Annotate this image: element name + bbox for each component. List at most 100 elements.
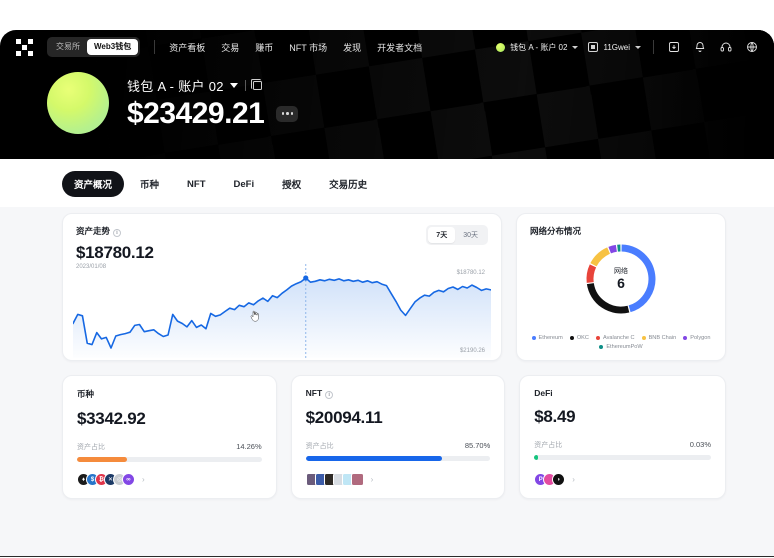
donut-center-label: 网络 xyxy=(614,268,628,276)
trend-value: $18780.12 xyxy=(76,243,154,262)
legend-item-polygon[interactable]: Polygon xyxy=(683,335,710,341)
chevron-down-icon[interactable] xyxy=(229,82,238,88)
ratio-row: 资产占比 85.70% xyxy=(306,441,491,451)
download-icon[interactable] xyxy=(666,39,682,55)
legend-label: OKC xyxy=(576,335,589,341)
asset-icons: P ◗ xyxy=(534,473,566,486)
tab-asset-overview[interactable]: 资产概况 xyxy=(62,171,125,197)
nav-link-asset-dashboard[interactable]: 资产看板 xyxy=(169,42,206,53)
nav-link-trade[interactable]: 交易 xyxy=(221,42,240,53)
tab-tokens[interactable]: 币种 xyxy=(140,180,160,191)
main-content: 资产走势 i $18780.12 2023/01/08 7天 30天 $18780… xyxy=(0,207,774,556)
legend-color-dot xyxy=(599,345,604,349)
account-avatar-dot xyxy=(496,42,506,52)
ratio-label: 资产占比 xyxy=(77,444,105,451)
more-actions-button[interactable] xyxy=(276,105,299,122)
okx-logo[interactable] xyxy=(16,38,33,56)
stat-card-value: $8.49 xyxy=(534,407,576,426)
network-donut-wrap: 网络 6 xyxy=(517,242,725,316)
product-switcher[interactable]: 交易所 Web3钱包 xyxy=(47,37,141,57)
legend-item-ethereumpow[interactable]: EthereumPoW xyxy=(599,344,643,350)
chevron-right-icon[interactable]: › xyxy=(572,475,575,484)
headset-icon[interactable] xyxy=(718,39,734,55)
ratio-bar-fill xyxy=(534,455,538,460)
stat-card-tokens: 币种 $3342.92 资产占比 14.26% ♦ $ ₿ ✕ ◎ ∞ › xyxy=(62,375,277,499)
nav-link-discover[interactable]: 发现 xyxy=(343,42,362,53)
copy-icon[interactable] xyxy=(250,78,262,90)
ratio-row: 资产占比 0.03% xyxy=(534,440,711,450)
legend-item-okc[interactable]: OKC xyxy=(569,335,589,341)
trend-line-svg xyxy=(73,264,491,358)
ratio-percent: 0.03% xyxy=(689,440,712,449)
stat-card-title: DeFi xyxy=(534,388,711,398)
tab-nft[interactable]: NFT xyxy=(187,178,206,190)
trend-card-title-text: 资产走势 xyxy=(76,226,111,236)
account-selector-chip[interactable]: 钱包 A - 账户 02 xyxy=(496,42,579,53)
asset-icons xyxy=(305,473,364,486)
info-icon[interactable]: i xyxy=(325,391,334,399)
gas-price-chip[interactable]: 11Gwei xyxy=(588,42,641,52)
legend-color-dot xyxy=(531,336,536,340)
bell-icon[interactable] xyxy=(692,39,708,55)
ratio-bar-track xyxy=(77,457,262,462)
asset-icon-strip[interactable]: P ◗ › xyxy=(534,473,575,486)
y-axis-label-max: $18780.12 xyxy=(456,270,485,276)
asset-icon-strip[interactable]: › xyxy=(305,473,374,486)
account-info: 钱包 A - 账户 02 $23429.21 xyxy=(127,76,299,131)
ratio-label: 资产占比 xyxy=(534,442,563,449)
chevron-right-icon[interactable]: › xyxy=(370,475,374,484)
product-switch-web3wallet[interactable]: Web3钱包 xyxy=(87,39,139,55)
purple-token-icon: ∞ xyxy=(122,473,135,486)
tab-approvals[interactable]: 授权 xyxy=(282,180,302,191)
range-option-7d[interactable]: 7天 xyxy=(428,227,456,243)
range-option-30d[interactable]: 30天 xyxy=(463,232,478,239)
protocol-icon-3: ◗ xyxy=(552,473,566,486)
nav-link-developer-docs[interactable]: 开发者文档 xyxy=(377,42,423,53)
nav-divider-right xyxy=(653,40,654,54)
legend-item-bnb-chain[interactable]: BNB Chain xyxy=(641,335,676,341)
donut-slice-ethereum[interactable] xyxy=(621,244,656,313)
gas-price-label: 11Gwei xyxy=(603,42,630,52)
donut-slice-okc[interactable] xyxy=(586,282,630,314)
legend-label: Avalanche C xyxy=(602,335,635,341)
chevron-right-icon[interactable]: › xyxy=(142,475,145,484)
ratio-bar-track xyxy=(534,455,712,460)
product-switch-exchange[interactable]: 交易所 xyxy=(56,42,80,51)
ratio-percent: 14.26% xyxy=(236,442,262,451)
donut-slice-avalanche-c[interactable] xyxy=(586,264,597,283)
ratio-bar-fill xyxy=(305,456,443,461)
trend-line xyxy=(73,277,491,349)
asset-trend-chart[interactable]: $18780.12 $2190.26 xyxy=(73,262,491,358)
nft-thumb-6 xyxy=(350,473,364,486)
globe-icon[interactable] xyxy=(744,39,760,55)
trend-card-header: 资产走势 i $18780.12 2023/01/08 7天 30天 xyxy=(76,225,488,270)
ratio-row: 资产占比 14.26% xyxy=(77,442,262,452)
network-distribution-card: 网络分布情况 网络 6 Ethereum OKC Avalanche C BNB Ch… xyxy=(516,213,726,361)
stat-card-title-text: DeFi xyxy=(534,388,553,398)
network-donut-chart[interactable]: 网络 6 xyxy=(584,242,658,316)
nav-links: 资产看板 交易 赚币 NFT 市场 发现 开发者文档 xyxy=(169,41,422,54)
info-icon[interactable]: i xyxy=(113,229,122,237)
tab-defi[interactable]: DeFi xyxy=(233,178,255,190)
tab-transaction-history[interactable]: 交易历史 xyxy=(329,180,368,191)
account-summary: 钱包 A - 账户 02 $23429.21 xyxy=(0,64,774,134)
donut-svg xyxy=(586,244,656,314)
legend-color-dot xyxy=(595,336,600,340)
account-name-row[interactable]: 钱包 A - 账户 02 xyxy=(127,76,298,95)
hero-banner: 交易所 Web3钱包 资产看板 交易 赚币 NFT 市场 发现 开发者文档 钱包… xyxy=(0,30,774,159)
legend-item-avalanche-c[interactable]: Avalanche C xyxy=(595,335,635,341)
account-name: 钱包 A - 账户 02 xyxy=(127,78,224,94)
nav-link-nft-market[interactable]: NFT 市场 xyxy=(289,42,328,53)
nav-link-earn[interactable]: 赚币 xyxy=(255,42,274,53)
donut-center: 网络 6 xyxy=(596,254,646,304)
legend-item-ethereum[interactable]: Ethereum xyxy=(531,335,563,341)
donut-slice-polygon[interactable] xyxy=(608,244,617,254)
asset-icon-strip[interactable]: ♦ $ ₿ ✕ ◎ ∞ › xyxy=(77,473,145,486)
asset-trend-card: 资产走势 i $18780.12 2023/01/08 7天 30天 $18780… xyxy=(62,213,502,361)
legend-color-dot xyxy=(569,336,574,340)
donut-slice-bnb-chain[interactable] xyxy=(590,247,611,267)
stat-card-title: NFT i xyxy=(306,388,491,399)
legend-label: Ethereum xyxy=(538,335,563,341)
stat-card-defi: DeFi $8.49 资产占比 0.03% P ◗ › xyxy=(519,375,727,499)
ratio-bar-fill xyxy=(77,457,127,462)
